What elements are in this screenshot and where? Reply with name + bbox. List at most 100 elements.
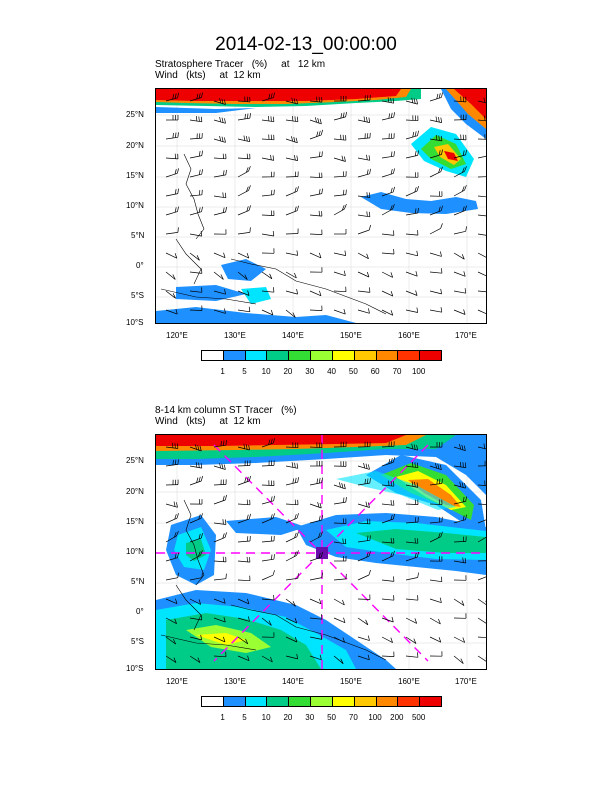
wind-barb xyxy=(165,157,179,160)
colorbar-box xyxy=(222,350,246,361)
wind-barb xyxy=(213,290,226,295)
panel1-title-line1: Stratosphere Tracer (%) at 12 km xyxy=(155,59,326,70)
wind-barb-feather xyxy=(225,206,227,213)
wind-barb xyxy=(165,517,178,524)
wind-barb-feather xyxy=(271,554,273,560)
wind-barb xyxy=(381,598,394,601)
wind-barb xyxy=(477,252,486,258)
colorbar-box xyxy=(397,696,421,707)
wind-barb xyxy=(429,483,442,486)
colorbar-label: 100 xyxy=(411,367,426,376)
wind-barb xyxy=(189,173,202,178)
wind-barb-feather xyxy=(464,288,467,294)
wind-barb xyxy=(333,208,345,216)
wind-barb xyxy=(285,119,298,123)
wind-barb-feather xyxy=(294,636,298,643)
wind-barb xyxy=(165,309,178,315)
wind-barb-feather xyxy=(342,599,345,606)
panel1-lat-label: 15°N xyxy=(126,171,144,180)
panel2-lat-label: 20°N xyxy=(126,487,144,496)
colorbar-label: 40 xyxy=(327,367,336,376)
wind-barb xyxy=(381,290,393,297)
wind-barb-feather xyxy=(319,151,321,157)
wind-barb-feather xyxy=(272,570,275,576)
panel2-lon-label: 140°E xyxy=(282,677,304,686)
wind-barb xyxy=(285,290,298,295)
wind-barb-feather xyxy=(291,462,294,468)
wind-barb xyxy=(189,636,202,641)
wind-barb-feather xyxy=(319,654,322,660)
wind-barb xyxy=(285,210,298,216)
wind-barb-feather xyxy=(321,515,323,521)
wind-barb xyxy=(213,465,226,470)
wind-barb-feather xyxy=(464,462,467,468)
wind-barb-feather xyxy=(201,206,203,212)
wind-barb-feather xyxy=(176,513,179,519)
wind-barb xyxy=(333,116,346,121)
wind-barb-feather xyxy=(223,170,225,176)
wind-barb xyxy=(237,100,251,103)
wind-barb-feather xyxy=(438,150,441,156)
main-title: 2014-02-13_00:00:00 xyxy=(215,34,397,55)
wind-barb-feather xyxy=(318,130,321,136)
wind-barb xyxy=(429,290,442,295)
wind-barb-feather xyxy=(248,444,250,451)
wind-barb xyxy=(237,560,250,563)
colorbar-box xyxy=(288,696,312,707)
wind-barb-feather xyxy=(173,657,177,663)
wind-barb-feather xyxy=(272,230,275,237)
wind-barb xyxy=(381,309,393,316)
wind-barb-feather xyxy=(197,657,201,663)
wind-barb-feather xyxy=(221,98,224,104)
wind-barb xyxy=(477,176,486,178)
wind-barb xyxy=(261,617,272,626)
wind-barb xyxy=(357,271,370,278)
wind-barb xyxy=(381,155,394,159)
wind-barb-feather xyxy=(411,481,414,487)
wind-barb-feather xyxy=(294,155,296,161)
wind-barb-feather xyxy=(220,440,222,447)
wind-barb-feather xyxy=(440,205,443,211)
colorbar-label: 1 xyxy=(220,713,225,722)
wind-barb-feather xyxy=(368,464,370,470)
wind-barb-feather xyxy=(414,131,417,137)
wind-barb-feather xyxy=(246,476,249,482)
wind-barb xyxy=(309,598,322,605)
wind-barb xyxy=(381,271,393,278)
wind-barb xyxy=(477,503,486,505)
colorbar-box xyxy=(397,350,421,361)
wind-barb xyxy=(357,617,369,626)
wind-barb-feather xyxy=(198,462,200,468)
wind-barb-feather xyxy=(222,192,224,198)
wind-barb-feather xyxy=(198,207,201,213)
wind-barb xyxy=(237,636,249,645)
wind-barb-feather xyxy=(200,533,203,539)
colorbar-box xyxy=(419,696,442,707)
wind-barb-feather xyxy=(296,531,299,537)
wind-barb xyxy=(213,484,227,486)
wind-barb xyxy=(381,579,394,582)
colorbar-box xyxy=(201,696,224,707)
wind-barb-feather xyxy=(172,460,174,466)
wind-barb-feather xyxy=(461,254,465,260)
wind-barb-feather xyxy=(200,116,203,122)
wind-barb-feather xyxy=(411,97,414,103)
wind-barb xyxy=(213,100,226,105)
wind-barb-feather xyxy=(174,443,176,449)
wind-barb-feather xyxy=(195,462,198,468)
wind-barb-feather xyxy=(483,443,486,449)
wind-barb xyxy=(309,556,322,562)
wind-barb xyxy=(285,636,298,643)
panel2-title-line2: Wind (kts) at 12 km xyxy=(155,416,261,427)
wind-barb-feather xyxy=(463,445,466,451)
wind-barb xyxy=(189,211,202,216)
wind-barb xyxy=(405,190,418,197)
wind-barb xyxy=(285,503,299,506)
wind-barb-feather xyxy=(177,188,179,194)
wind-barb-feather xyxy=(440,117,443,123)
wind-barb xyxy=(333,175,347,178)
wind-barb-feather xyxy=(176,502,178,508)
wind-barb xyxy=(213,119,226,124)
wind-barb xyxy=(381,173,394,178)
wind-barb xyxy=(429,636,441,643)
